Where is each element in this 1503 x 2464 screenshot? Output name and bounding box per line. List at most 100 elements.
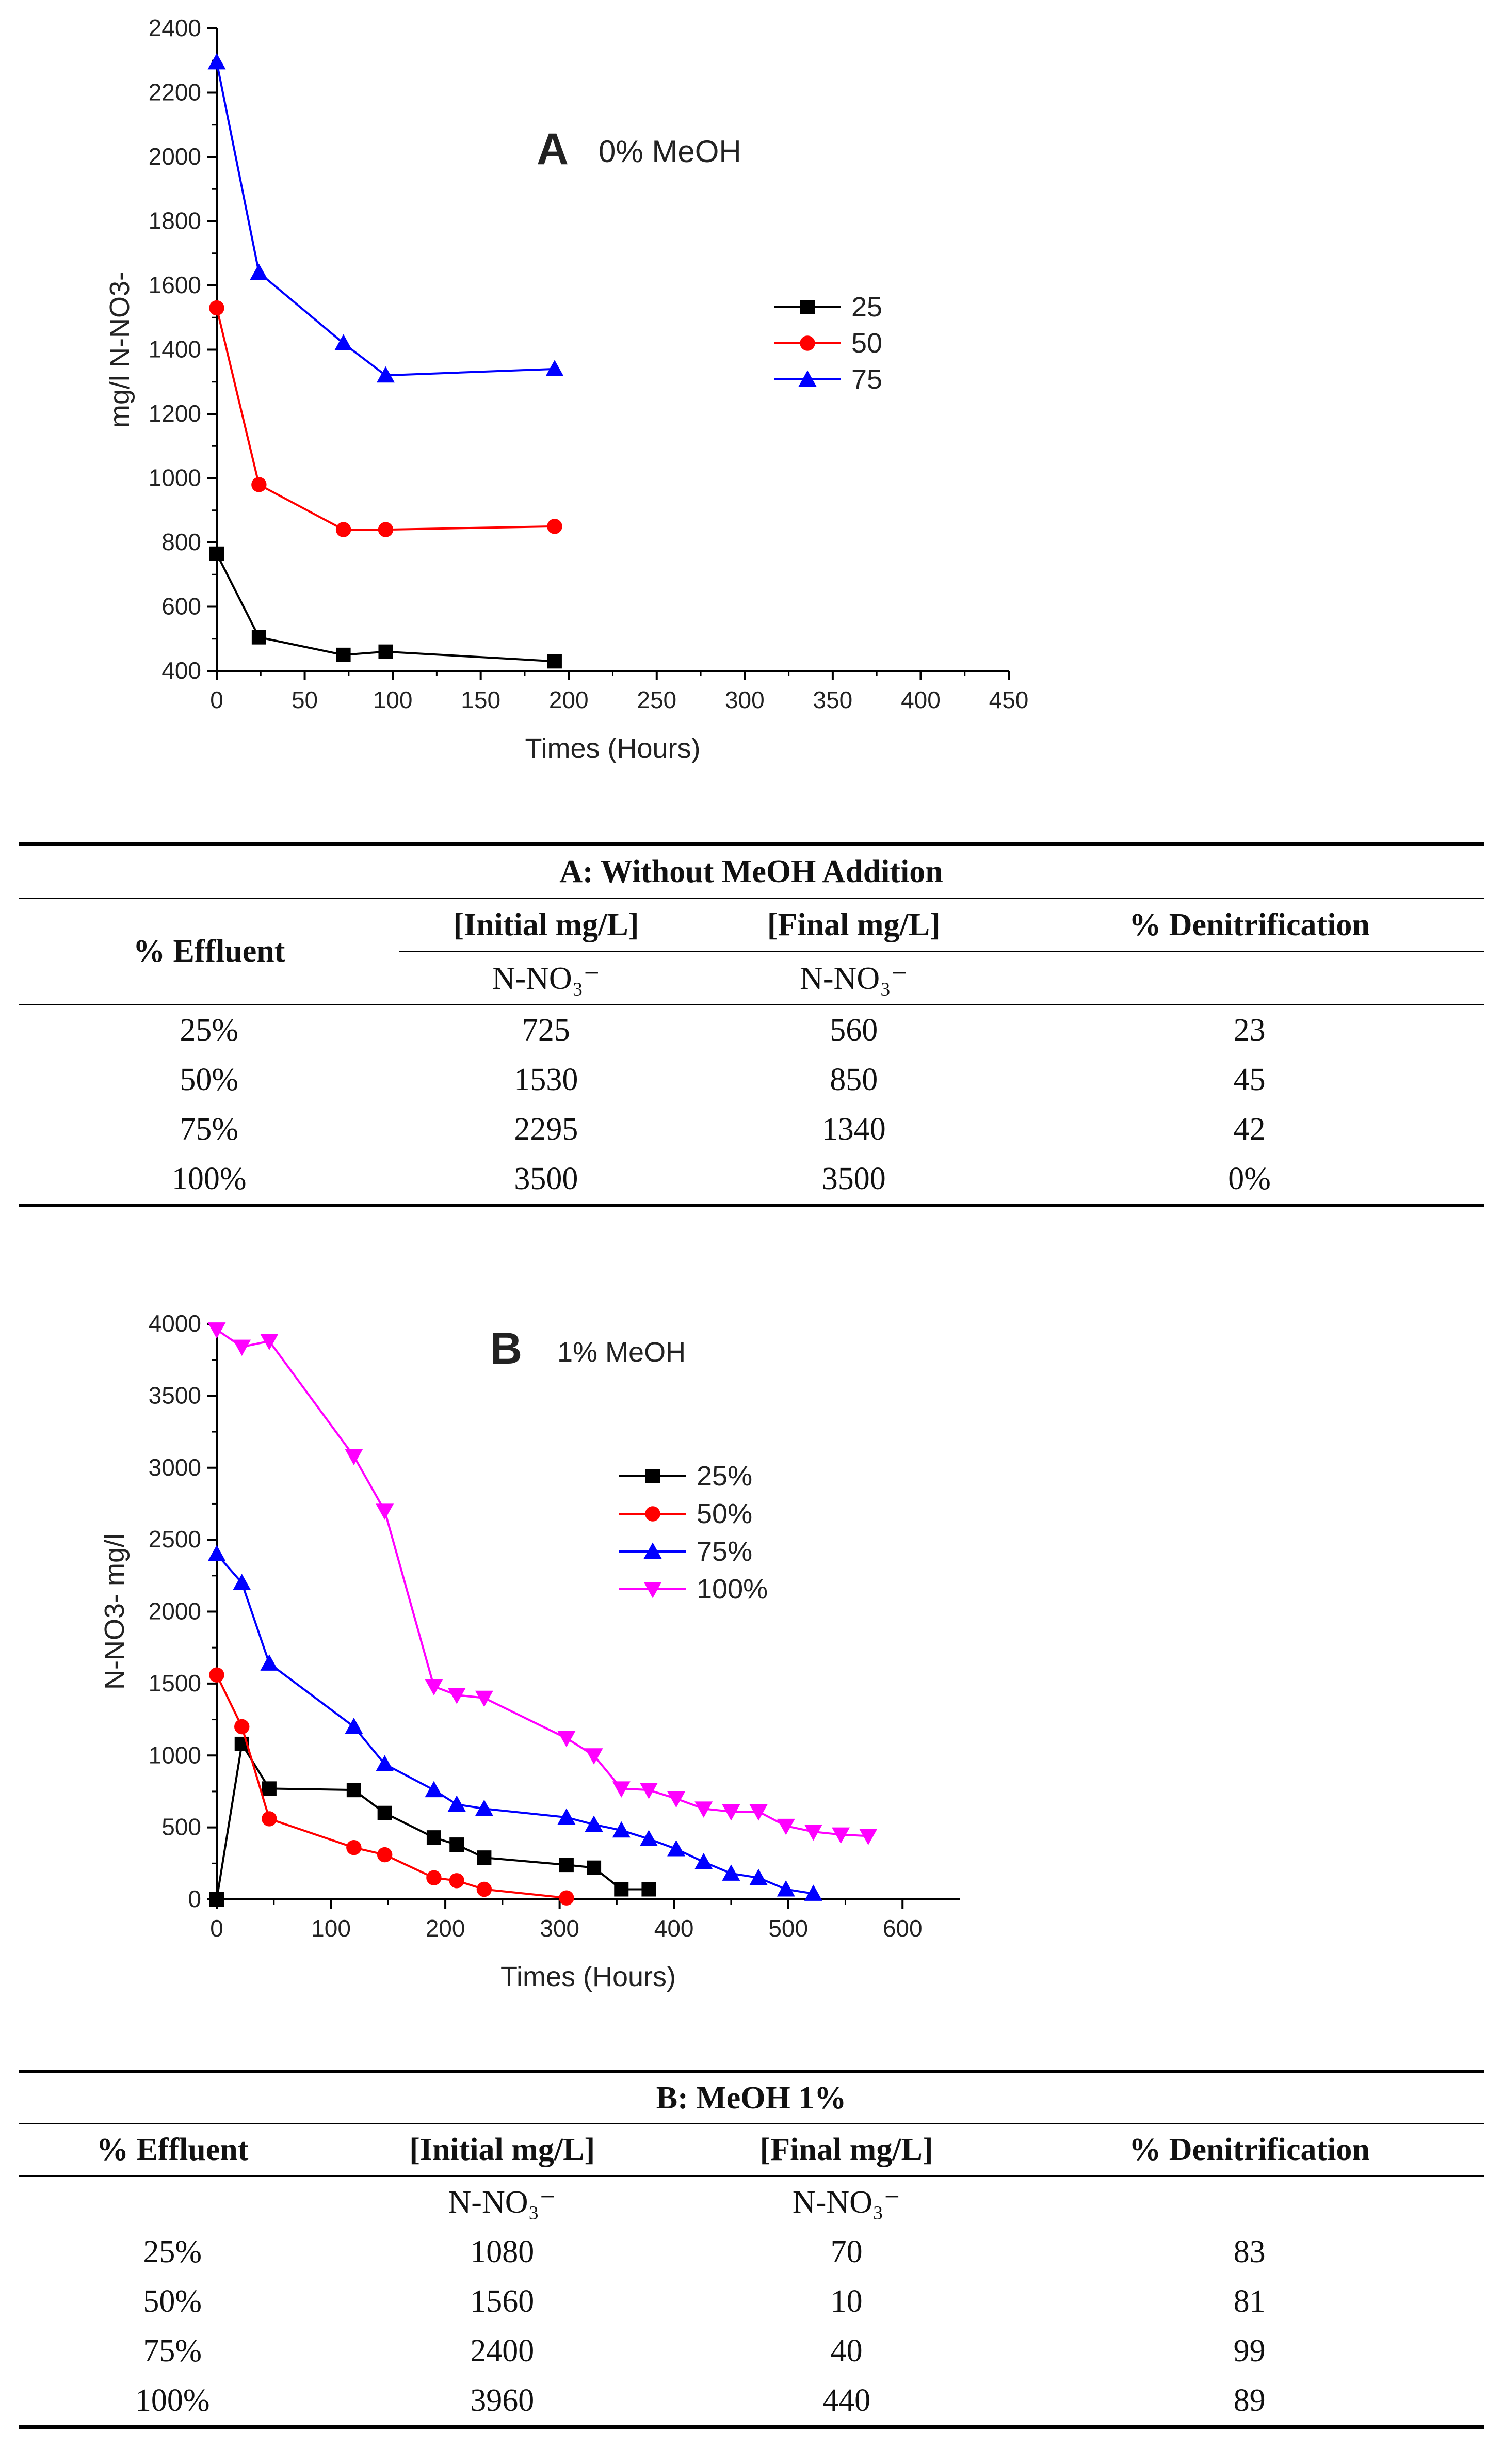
cell-final: 10 [830,2283,863,2319]
y-tick-label: 4000 [149,1310,201,1337]
table-a-title: A: Without MeOH Addition [19,844,1484,899]
data-point [262,1811,277,1827]
data-point [335,522,351,537]
panel-label: A [537,124,569,174]
table-a-col-final: [Final mg/L] [692,898,1015,952]
data-point [425,1679,443,1695]
y-tick-label: 400 [161,657,201,684]
x-tick-label: 450 [989,686,1029,713]
data-point [207,53,226,70]
data-point [559,1890,574,1906]
data-point [233,1574,251,1590]
data-point [346,1783,361,1798]
cell-denit: 42 [1233,1111,1266,1147]
y-tick-label: 1000 [149,465,201,491]
legend-label: 75% [697,1536,752,1567]
cell-denit: 81 [1233,2283,1266,2319]
cell-initial: 3500 [514,1161,578,1196]
cell-final: 1340 [821,1111,886,1147]
y-tick-label: 1500 [149,1670,201,1697]
y-tick-label: 2000 [149,1598,201,1625]
data-point [559,1858,574,1873]
y-tick-label: 1000 [149,1741,201,1768]
x-tick-label: 0 [210,1915,223,1942]
data-point [377,1847,393,1863]
chart-title: 1% MeOH [557,1337,686,1368]
x-tick-label: 250 [637,686,676,713]
x-tick-label: 400 [901,686,941,713]
chart-title: 0% MeOH [599,134,741,169]
data-point [376,366,395,383]
y-tick-label: 0 [188,1885,201,1912]
cell-effluent: 25% [143,2234,202,2269]
legend-marker [800,335,815,351]
data-point [449,1873,464,1889]
data-point [378,522,394,537]
data-point [722,1804,740,1821]
data-point [251,477,267,492]
series-100pct [207,1322,878,1845]
data-point [251,630,266,645]
legend-marker [645,1506,660,1522]
series-line [216,1329,868,1837]
y-tick-label: 2500 [149,1526,201,1553]
x-tick-label: 150 [461,686,500,713]
data-point [449,1837,464,1852]
table-row: 25% 1080 70 83 [19,2227,1484,2277]
data-point [378,644,393,659]
y-tick-label: 1400 [149,336,201,363]
cell-denit: 83 [1233,2234,1266,2269]
data-point [557,1731,576,1748]
table-b-col-initial: [Initial mg/L] [326,2123,678,2177]
data-point [804,1884,822,1901]
cell-effluent: 50% [143,2283,202,2319]
y-tick-label: 500 [161,1814,201,1841]
y-tick-label: 1200 [149,400,201,427]
data-point [426,1830,441,1845]
cell-final: 70 [830,2234,863,2269]
table-a-sub-final: N-NO₃⁻ [800,961,908,996]
series-25 [209,546,562,669]
legend-label: 75 [851,364,882,395]
data-point [722,1864,740,1881]
cell-effluent: 50% [180,1062,239,1097]
x-tick-label: 300 [725,686,765,713]
cell-denit: 23 [1233,1012,1266,1048]
data-point [475,1690,493,1707]
y-tick-label: 1600 [149,271,201,298]
data-point [832,1827,850,1844]
data-point [209,1667,224,1683]
chart-b: 0 500 1000 1500 2000 2500 3000 3500 4000 0 100 200 3… [99,1310,960,1992]
data-point [667,1791,686,1808]
legend-label: 25 [851,292,882,323]
data-point [336,647,351,662]
cell-denit: 0% [1228,1161,1271,1196]
table-b-col-effluent: % Effluent [19,2123,327,2177]
cell-final: 440 [822,2382,871,2418]
data-point [209,1892,224,1907]
y-axis-label: N-NO3- mg/l [99,1533,130,1690]
x-tick-label: 200 [426,1915,465,1942]
data-point [447,1688,466,1704]
data-point [547,654,562,669]
data-point [209,546,224,561]
data-point [777,1880,795,1897]
series-line [216,308,555,531]
table-a-col-denit: % Denitrification [1015,898,1484,952]
legend-marker [645,1469,660,1483]
legend-label: 25% [697,1461,752,1492]
data-point [376,1755,394,1771]
y-tick-label: 2200 [149,79,201,106]
cell-effluent: 100% [171,1161,247,1196]
data-point [207,1322,226,1339]
table-b-sub-initial: N-NO₃⁻ [448,2185,556,2220]
data-point [475,1799,493,1816]
cell-final: 850 [830,1062,878,1097]
x-tick-label: 600 [883,1915,923,1942]
data-point [346,1839,362,1855]
y-tick-label: 3000 [149,1454,201,1481]
chart-a: 4006008001000120014001600180020002200240… [104,14,1029,764]
table-b: B: MeOH 1% % Effluent [Initial mg/L] [Fi… [19,2070,1484,2429]
data-point [426,1870,442,1885]
data-point [447,1795,466,1812]
